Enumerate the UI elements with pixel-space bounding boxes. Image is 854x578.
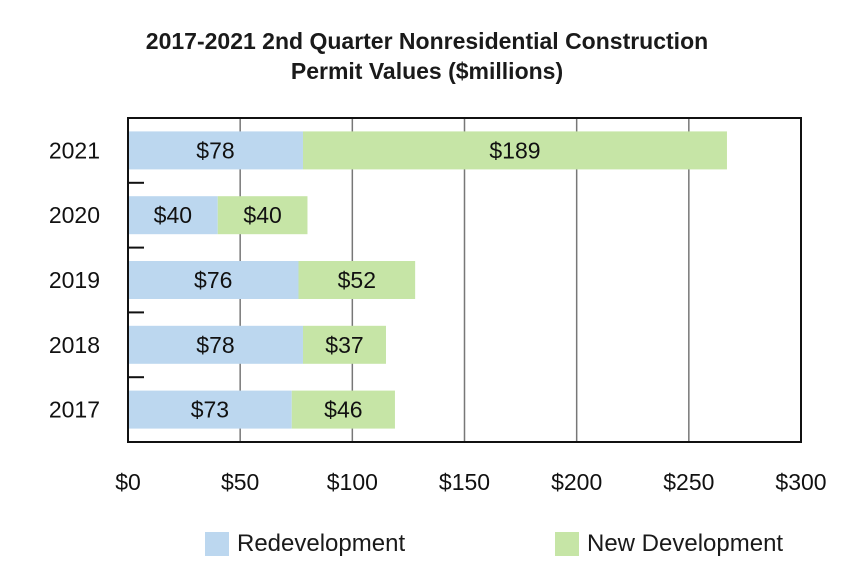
data-label-new-development-2019: $52 — [338, 267, 376, 293]
chart-title-line-1: 2017-2021 2nd Quarter Nonresidential Con… — [145, 28, 709, 54]
bar-redevelopment-2020 — [128, 196, 218, 235]
x-tick-label-250: $250 — [663, 469, 714, 495]
legend-swatch-new-development — [555, 532, 579, 556]
chart-title: 2017-2021 2nd Quarter Nonresidential Con… — [0, 26, 854, 86]
y-tick-label-2020: 2020 — [49, 202, 100, 228]
data-label-redevelopment-2020: $40 — [154, 202, 192, 228]
data-label-redevelopment-2017: $73 — [191, 397, 229, 423]
x-tick-label-100: $100 — [327, 469, 378, 495]
x-tick-label-200: $200 — [551, 469, 602, 495]
y-tick-label-2017: 2017 — [49, 397, 100, 423]
bar-new-development-2019 — [298, 261, 416, 299]
data-label-new-development-2021: $189 — [489, 137, 540, 163]
data-label-redevelopment-2019: $76 — [194, 267, 232, 293]
legend: Redevelopment New Development — [0, 530, 854, 560]
data-label-redevelopment-2021: $78 — [196, 137, 234, 163]
data-label-new-development-2020: $40 — [243, 202, 281, 228]
data-label-new-development-2017: $46 — [324, 397, 362, 423]
bar-redevelopment-2018 — [128, 325, 303, 364]
bar-new-development-2021 — [302, 131, 727, 170]
data-label-new-development-2018: $37 — [325, 332, 363, 358]
legend-label-redevelopment: Redevelopment — [237, 530, 406, 557]
bar-new-development-2020 — [217, 196, 308, 235]
bar-new-development-2017 — [291, 390, 395, 429]
y-tick-label-2021: 2021 — [49, 137, 100, 163]
x-tick-label-0: $0 — [115, 469, 141, 495]
y-tick-label-2018: 2018 — [49, 332, 100, 358]
bar-redevelopment-2017 — [128, 390, 292, 429]
x-tick-label-300: $300 — [775, 469, 826, 495]
bar-redevelopment-2021 — [128, 131, 303, 170]
x-tick-label-50: $50 — [221, 469, 259, 495]
plot-frame — [127, 117, 802, 443]
bar-redevelopment-2019 — [128, 261, 299, 299]
legend-item-new-development: New Development — [555, 530, 783, 558]
legend-label-new-development: New Development — [587, 530, 784, 557]
bar-new-development-2018 — [302, 325, 386, 364]
legend-item-redevelopment: Redevelopment — [205, 530, 405, 558]
y-tick-label-2019: 2019 — [49, 267, 100, 293]
x-tick-label-150: $150 — [439, 469, 490, 495]
chart-title-line-2: Permit Values ($millions) — [290, 58, 564, 84]
data-label-redevelopment-2018: $78 — [196, 332, 234, 358]
legend-swatch-redevelopment — [205, 532, 229, 556]
